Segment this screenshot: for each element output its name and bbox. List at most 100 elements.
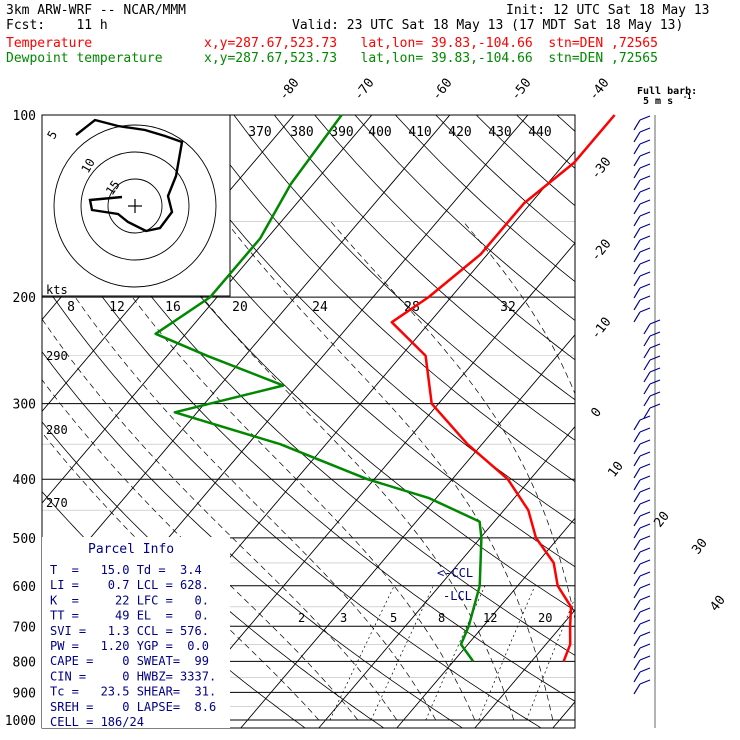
wind-barb bbox=[633, 647, 641, 659]
wind-barb bbox=[633, 455, 641, 467]
moist-adiabat bbox=[144, 221, 515, 721]
theta-e-label: 370 bbox=[248, 125, 271, 140]
pressure-tick-100: 100 bbox=[13, 109, 36, 124]
wind-barb bbox=[633, 203, 641, 215]
mixing-ratio-label: 5 bbox=[390, 611, 397, 625]
wind-barb bbox=[649, 403, 661, 409]
wind-barb bbox=[649, 343, 661, 349]
wind-barb bbox=[639, 487, 651, 493]
parcel-info-row: CELL = 186/24 bbox=[50, 715, 144, 729]
wind-barb bbox=[649, 319, 661, 325]
isotherm-label: 20 bbox=[651, 509, 672, 531]
wind-barb bbox=[639, 679, 651, 685]
wind-barb bbox=[649, 379, 661, 385]
hodograph-ring-label: 10 bbox=[78, 156, 97, 176]
wind-barb bbox=[633, 527, 641, 539]
dry-adiabat bbox=[72, 115, 575, 612]
hodograph-ring-label: 15 bbox=[103, 178, 123, 198]
dry-adiabat bbox=[597, 115, 740, 733]
isotherm-label: -60 bbox=[429, 76, 455, 104]
parcel-info-row: CIN = 0 HWBZ= 3337. bbox=[50, 669, 216, 683]
theta-e-label: 420 bbox=[448, 125, 471, 140]
isotherm bbox=[474, 609, 575, 728]
wind-barb bbox=[643, 407, 651, 419]
wind-barb bbox=[639, 307, 651, 313]
wind-barb bbox=[633, 227, 641, 239]
dry-adiabat bbox=[42, 132, 575, 656]
isotherm-label: 10 bbox=[605, 459, 626, 481]
wind-barb bbox=[639, 163, 651, 169]
dry-adiabat bbox=[273, 115, 575, 401]
wind-barb bbox=[633, 119, 641, 131]
dewpoint-legend-label: Dewpoint temperature bbox=[6, 51, 163, 66]
dry-adiabat bbox=[354, 115, 575, 321]
wind-barb bbox=[633, 275, 641, 287]
dry-adiabat bbox=[42, 280, 542, 728]
theta-e-label: 380 bbox=[290, 125, 313, 140]
wind-barb bbox=[639, 127, 651, 133]
wind-barb bbox=[639, 643, 651, 649]
temperature-legend-label: Temperature bbox=[6, 36, 93, 51]
isotherm bbox=[552, 701, 575, 728]
barb-key-superscript: -1 bbox=[683, 93, 691, 101]
mixing-ratio-label: 8 bbox=[438, 611, 445, 625]
wind-barb bbox=[633, 635, 641, 647]
wind-barb bbox=[633, 683, 641, 695]
moist-adiabat bbox=[709, 222, 726, 721]
parcel-info-box bbox=[42, 537, 230, 728]
moist-adiabat bbox=[79, 221, 476, 721]
wind-barb bbox=[633, 179, 641, 191]
parcel-info-row: K = 22 LFC = 0. bbox=[50, 593, 209, 607]
moist-adiabat bbox=[225, 221, 554, 721]
isotherm-label: -80 bbox=[276, 76, 302, 104]
wind-barb bbox=[633, 311, 641, 323]
isotherm bbox=[162, 242, 575, 728]
wind-barb bbox=[633, 551, 641, 563]
wind-barb bbox=[633, 215, 641, 227]
isotherm bbox=[709, 115, 740, 728]
theta-e-label: 390 bbox=[330, 125, 353, 140]
pressure-tick-400: 400 bbox=[13, 473, 36, 488]
wind-barb bbox=[633, 239, 641, 251]
pressure-tick-900: 900 bbox=[13, 686, 36, 701]
isotherm bbox=[42, 115, 373, 504]
wind-barb bbox=[639, 559, 651, 565]
pressure-tick-1000: 1000 bbox=[5, 714, 36, 729]
wind-barb bbox=[649, 367, 661, 373]
wind-barb bbox=[633, 191, 641, 203]
wind-barb bbox=[633, 587, 641, 599]
dry-adiabat bbox=[435, 115, 575, 244]
speed-tick-label: 8 bbox=[67, 300, 75, 315]
barb-key-value: 5 m s bbox=[643, 96, 673, 107]
moist-adiabat bbox=[42, 431, 320, 721]
wind-barb bbox=[639, 451, 651, 457]
dry-adiabat bbox=[42, 351, 464, 728]
wind-barb bbox=[633, 539, 641, 551]
wind-barb bbox=[643, 383, 651, 395]
hodograph-ring bbox=[53, 124, 217, 288]
wind-barb bbox=[639, 535, 651, 541]
mixing-ratio-label: 3 bbox=[340, 611, 347, 625]
mixing-ratio-label: 12 bbox=[483, 611, 497, 625]
wind-barb bbox=[633, 599, 641, 611]
wind-barb bbox=[633, 299, 641, 311]
barb-key-title: Full barb: bbox=[637, 86, 697, 97]
speed-tick-label: 32 bbox=[500, 300, 516, 315]
isotherm-label: 40 bbox=[707, 593, 728, 615]
hodograph-inset bbox=[41, 114, 231, 297]
dry-adiabat bbox=[475, 115, 575, 207]
wind-barb bbox=[639, 415, 651, 421]
mixing-ratio-label: 20 bbox=[538, 611, 552, 625]
wind-barb bbox=[639, 607, 651, 613]
temperature-line bbox=[390, 114, 616, 662]
wind-barb bbox=[643, 335, 651, 347]
wind-barb bbox=[639, 511, 651, 517]
wind-barb bbox=[639, 595, 651, 601]
wind-barb bbox=[639, 499, 651, 505]
wind-barb bbox=[649, 391, 661, 397]
speed-tick-label: 20 bbox=[232, 300, 248, 315]
model-title: 3km ARW-WRF -- NCAR/MMM bbox=[6, 3, 187, 18]
dry-adiabat bbox=[233, 115, 575, 441]
speed-tick-label: 12 bbox=[109, 300, 125, 315]
wind-barb bbox=[633, 467, 641, 479]
